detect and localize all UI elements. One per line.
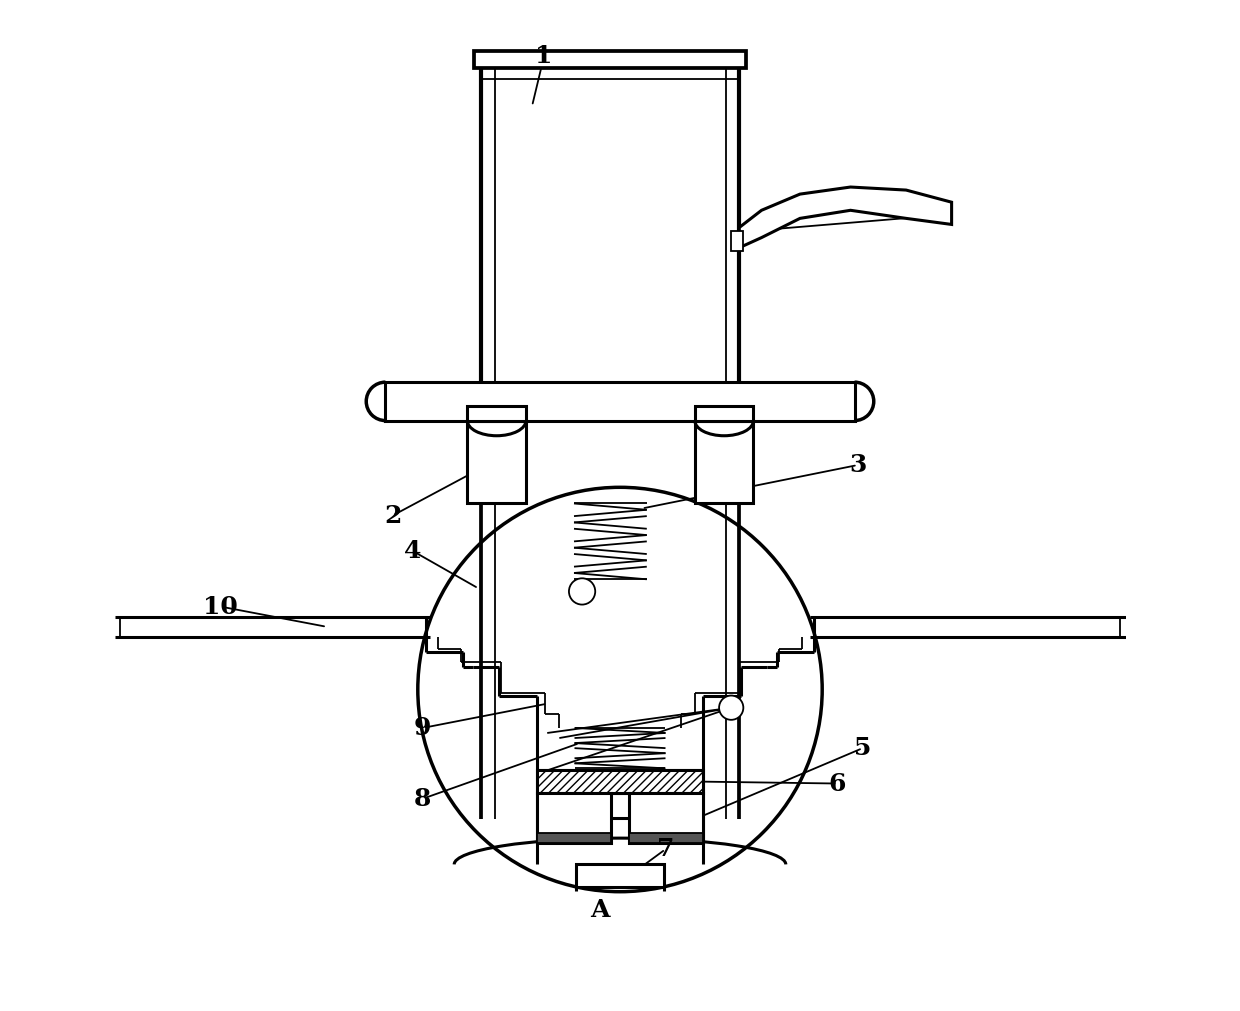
Bar <box>386 382 854 421</box>
Text: 8: 8 <box>414 787 432 811</box>
Bar <box>694 421 754 503</box>
Text: 9: 9 <box>414 716 432 740</box>
Bar <box>629 793 703 843</box>
Bar <box>467 421 526 503</box>
Bar <box>694 406 754 421</box>
Bar <box>537 793 611 843</box>
Text: 1: 1 <box>536 43 553 68</box>
Text: 2: 2 <box>384 503 402 528</box>
Bar <box>732 231 743 251</box>
Bar <box>694 421 754 503</box>
Polygon shape <box>739 187 951 248</box>
Bar <box>467 406 526 421</box>
Bar <box>629 793 703 843</box>
Bar <box>537 833 611 843</box>
Text: 5: 5 <box>854 736 872 760</box>
Text: 7: 7 <box>657 837 675 861</box>
Text: 10: 10 <box>203 594 238 619</box>
Bar <box>575 864 665 887</box>
Bar <box>537 793 611 843</box>
Text: 3: 3 <box>849 453 867 477</box>
Bar <box>475 51 746 68</box>
Circle shape <box>719 696 743 720</box>
Text: 4: 4 <box>404 539 422 563</box>
Bar <box>629 833 703 843</box>
Circle shape <box>569 578 595 605</box>
Text: A: A <box>590 898 610 922</box>
Bar <box>467 421 526 503</box>
Bar <box>537 770 703 793</box>
Text: 6: 6 <box>828 771 846 796</box>
